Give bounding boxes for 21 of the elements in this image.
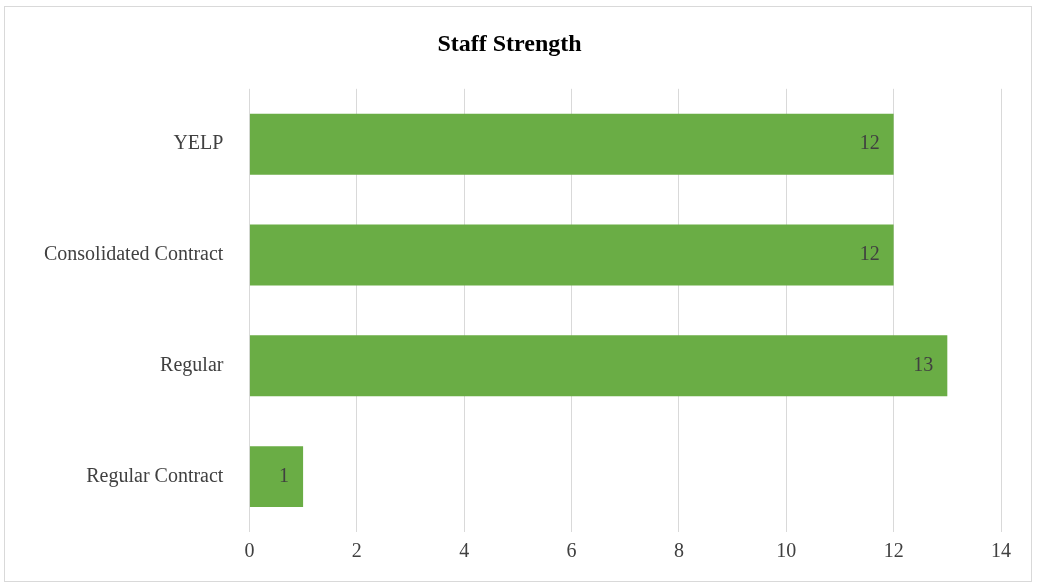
x-tick-label: 2 [351, 539, 362, 562]
data-label: 12 [859, 131, 880, 154]
bar [249, 224, 894, 286]
data-label: 13 [913, 353, 934, 376]
y-tick-label: Consolidated Contract [43, 242, 224, 265]
data-label: 1 [279, 463, 290, 486]
bar [249, 335, 948, 397]
y-tick-label: Regular Contract [86, 463, 224, 487]
x-tick-label: 4 [459, 539, 470, 562]
x-tick-label: 6 [566, 539, 577, 562]
data-label: 12 [859, 242, 880, 265]
x-tick-label: 14 [991, 539, 1011, 562]
x-tick-label: 12 [883, 539, 904, 562]
chart-title: Staff Strength [437, 29, 582, 56]
bar [249, 113, 894, 175]
y-tick-label: Regular [160, 353, 224, 377]
x-tick-label: 8 [673, 539, 684, 562]
bar [249, 446, 304, 508]
y-tick-label: YELP [173, 131, 224, 154]
x-tick-label: 10 [776, 539, 797, 562]
x-tick-label: 0 [244, 539, 255, 562]
